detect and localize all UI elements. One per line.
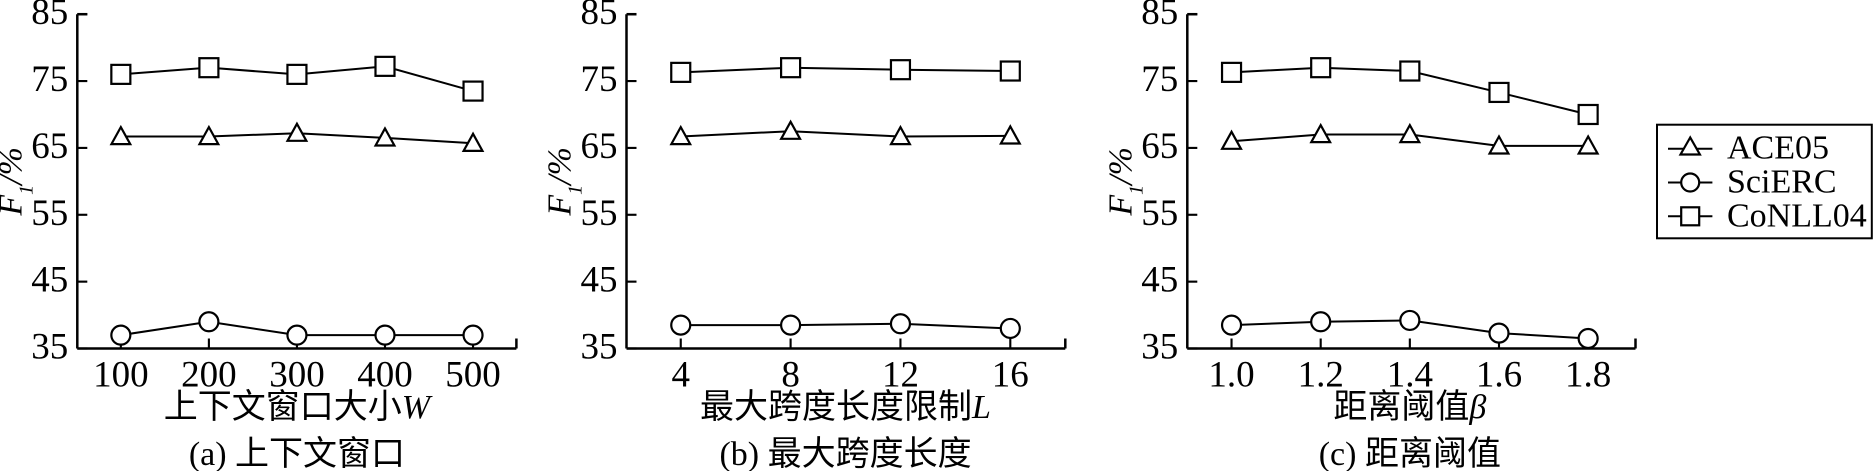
svg-text:1.0: 1.0 — [1208, 355, 1254, 396]
svg-text:100: 100 — [93, 355, 149, 396]
svg-text:45: 45 — [1141, 260, 1178, 301]
svg-text:35: 35 — [581, 327, 618, 368]
svg-text:55: 55 — [31, 193, 68, 234]
svg-text:55: 55 — [581, 193, 618, 234]
svg-text:4: 4 — [672, 355, 691, 396]
svg-text:16: 16 — [992, 355, 1029, 396]
svg-text:(c) 距离阈值: (c) 距离阈值 — [1319, 435, 1501, 471]
svg-text:上下文窗口大小W: 上下文窗口大小W — [164, 388, 433, 426]
svg-text:最大跨度长度限制L: 最大跨度长度限制L — [700, 388, 991, 426]
svg-text:距离阈值β: 距离阈值β — [1333, 388, 1486, 426]
svg-text:65: 65 — [581, 126, 618, 167]
svg-text:75: 75 — [581, 59, 618, 100]
svg-text:(b) 最大跨度长度: (b) 最大跨度长度 — [719, 435, 971, 471]
svg-text:65: 65 — [1141, 126, 1178, 167]
svg-text:85: 85 — [581, 0, 618, 33]
svg-text:45: 45 — [31, 260, 68, 301]
svg-text:35: 35 — [1141, 327, 1178, 368]
svg-text:ACE05: ACE05 — [1727, 130, 1829, 167]
svg-text:75: 75 — [1141, 59, 1178, 100]
svg-text:CoNLL04: CoNLL04 — [1727, 197, 1867, 234]
svg-text:(a) 上下文窗口: (a) 上下文窗口 — [189, 435, 405, 471]
svg-text:75: 75 — [31, 59, 68, 100]
svg-text:65: 65 — [31, 126, 68, 167]
svg-text:85: 85 — [1141, 0, 1178, 33]
svg-text:SciERC: SciERC — [1727, 164, 1837, 201]
svg-text:35: 35 — [31, 327, 68, 368]
svg-text:45: 45 — [581, 260, 618, 301]
svg-text:85: 85 — [31, 0, 68, 33]
svg-text:55: 55 — [1141, 193, 1178, 234]
svg-text:1.8: 1.8 — [1565, 355, 1611, 396]
svg-text:500: 500 — [445, 355, 501, 396]
